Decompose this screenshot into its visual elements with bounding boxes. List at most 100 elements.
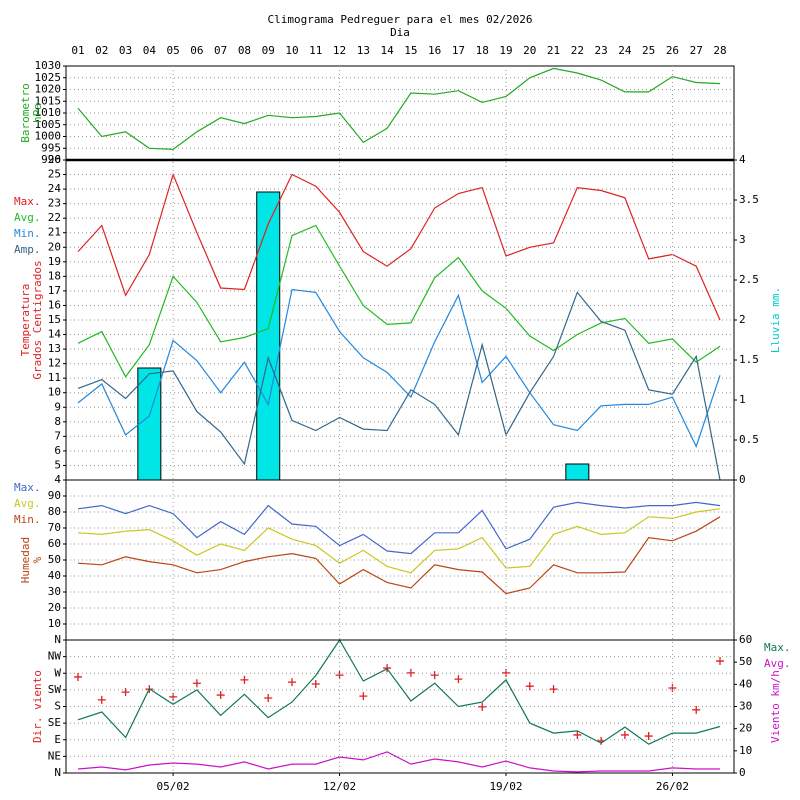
series-line bbox=[77, 172, 721, 321]
legend-entry: Max. bbox=[14, 481, 41, 494]
day-label: 04 bbox=[143, 44, 157, 57]
wind-direction-marker bbox=[406, 668, 415, 677]
y-tick-label: 1020 bbox=[35, 83, 62, 96]
y-tick-label: 24 bbox=[48, 182, 62, 195]
y-tick-label: 12 bbox=[48, 357, 61, 370]
y2-tick-label: 40 bbox=[739, 677, 752, 690]
y-axis-label: Barometro bbox=[19, 83, 32, 143]
day-label: 12 bbox=[333, 44, 346, 57]
day-label: 11 bbox=[309, 44, 322, 57]
y-tick-label: 90 bbox=[48, 489, 61, 502]
y2-tick-label: 3 bbox=[739, 233, 746, 246]
y-tick-label: 8 bbox=[54, 415, 61, 428]
wind-direction-marker bbox=[525, 682, 534, 691]
wind-direction-marker bbox=[454, 675, 463, 684]
y-axis-label: Dir. viento bbox=[31, 670, 44, 743]
y-tick-label: 16 bbox=[48, 298, 61, 311]
y-tick-label: 1000 bbox=[35, 130, 62, 143]
y-tick-label: 6 bbox=[54, 444, 61, 457]
y-tick-label: N bbox=[54, 633, 61, 646]
y-axis-label: Grados Centigrados bbox=[31, 260, 44, 379]
day-label: 06 bbox=[190, 44, 203, 57]
y-tick-label: 995 bbox=[41, 141, 61, 154]
y2-tick-label: 0 bbox=[739, 473, 746, 486]
day-label: 02 bbox=[95, 44, 108, 57]
legend-entry: Max. bbox=[764, 641, 791, 654]
day-label: 23 bbox=[594, 44, 607, 57]
y-tick-label: 23 bbox=[48, 197, 61, 210]
x-axis-label: Dia bbox=[390, 26, 410, 39]
y-tick-label: 25 bbox=[48, 168, 61, 181]
y-tick-label: 14 bbox=[48, 328, 62, 341]
legend-entry: Avg. bbox=[14, 497, 41, 510]
y2-tick-label: 0 bbox=[739, 766, 746, 779]
wind-direction-marker bbox=[692, 705, 701, 714]
y-axis-label: Humedad bbox=[19, 537, 32, 583]
series-line bbox=[77, 291, 721, 481]
wind-direction-marker bbox=[716, 657, 724, 666]
y-tick-label: 17 bbox=[48, 284, 61, 297]
y2-tick-label: 20 bbox=[739, 722, 752, 735]
y-tick-label: NE bbox=[48, 749, 61, 762]
y-tick-label: 9 bbox=[54, 400, 61, 413]
day-label: 19 bbox=[499, 44, 512, 57]
series-line bbox=[77, 288, 721, 449]
y2-tick-label: 60 bbox=[739, 633, 752, 646]
day-label: 26 bbox=[666, 44, 679, 57]
y-tick-label: 13 bbox=[48, 342, 61, 355]
day-label: 21 bbox=[547, 44, 560, 57]
bar bbox=[137, 367, 162, 481]
y2-tick-label: 30 bbox=[739, 700, 752, 713]
day-label: 24 bbox=[618, 44, 632, 57]
wind-direction-marker bbox=[644, 732, 653, 741]
wind-direction-marker bbox=[97, 695, 106, 704]
day-label: 08 bbox=[238, 44, 251, 57]
wind-direction-marker bbox=[430, 671, 439, 680]
y-tick-label: 30 bbox=[48, 585, 61, 598]
y-tick-label: 1015 bbox=[35, 94, 62, 107]
legend-entry: Avg. bbox=[14, 211, 41, 224]
y-tick-label: 990 bbox=[41, 153, 61, 166]
chart-title: Climograma Pedreguer para el mes 02/2026 bbox=[268, 13, 533, 26]
series-line bbox=[77, 638, 721, 745]
legend-entry: Amp. bbox=[14, 243, 41, 256]
legend-entry: Avg. bbox=[764, 657, 791, 670]
x-tick-label: 26/02 bbox=[656, 780, 689, 793]
y-axis-label: % bbox=[31, 556, 44, 563]
y-tick-label: 40 bbox=[48, 569, 61, 582]
y-tick-label: 5 bbox=[54, 458, 61, 471]
y-tick-label: 26 bbox=[48, 153, 61, 166]
day-label: 25 bbox=[642, 44, 655, 57]
wind-direction-marker bbox=[288, 678, 296, 687]
y-tick-label: 22 bbox=[48, 211, 61, 224]
day-label: 13 bbox=[357, 44, 370, 57]
x-tick-label: 05/02 bbox=[157, 780, 190, 793]
y-tick-label: 1005 bbox=[35, 118, 62, 131]
y2-tick-label: 3.5 bbox=[739, 193, 759, 206]
day-label: 15 bbox=[404, 44, 417, 57]
y2-tick-label: 1.5 bbox=[739, 353, 759, 366]
day-label: 09 bbox=[262, 44, 275, 57]
legend-entry: Min. bbox=[14, 513, 41, 526]
day-label: 14 bbox=[380, 44, 394, 57]
y-tick-label: 10 bbox=[48, 386, 61, 399]
y2-axis-label: Lluvia mm. bbox=[769, 287, 782, 353]
wind-direction-marker bbox=[549, 685, 558, 694]
day-label: 17 bbox=[452, 44, 465, 57]
wind-direction-marker bbox=[216, 691, 225, 700]
y-tick-label: SE bbox=[48, 716, 61, 729]
series-line bbox=[77, 501, 721, 555]
y-tick-label: 70 bbox=[48, 521, 61, 534]
day-label: 07 bbox=[214, 44, 227, 57]
x-tick-label: 12/02 bbox=[323, 780, 356, 793]
day-label: 01 bbox=[71, 44, 84, 57]
x-tick-label: 19/02 bbox=[489, 780, 522, 793]
wind-direction-marker bbox=[74, 672, 82, 681]
y2-tick-label: 1 bbox=[739, 393, 746, 406]
y-tick-label: NW bbox=[48, 650, 62, 663]
y2-tick-label: 50 bbox=[739, 655, 752, 668]
wind-direction-marker bbox=[264, 694, 273, 703]
